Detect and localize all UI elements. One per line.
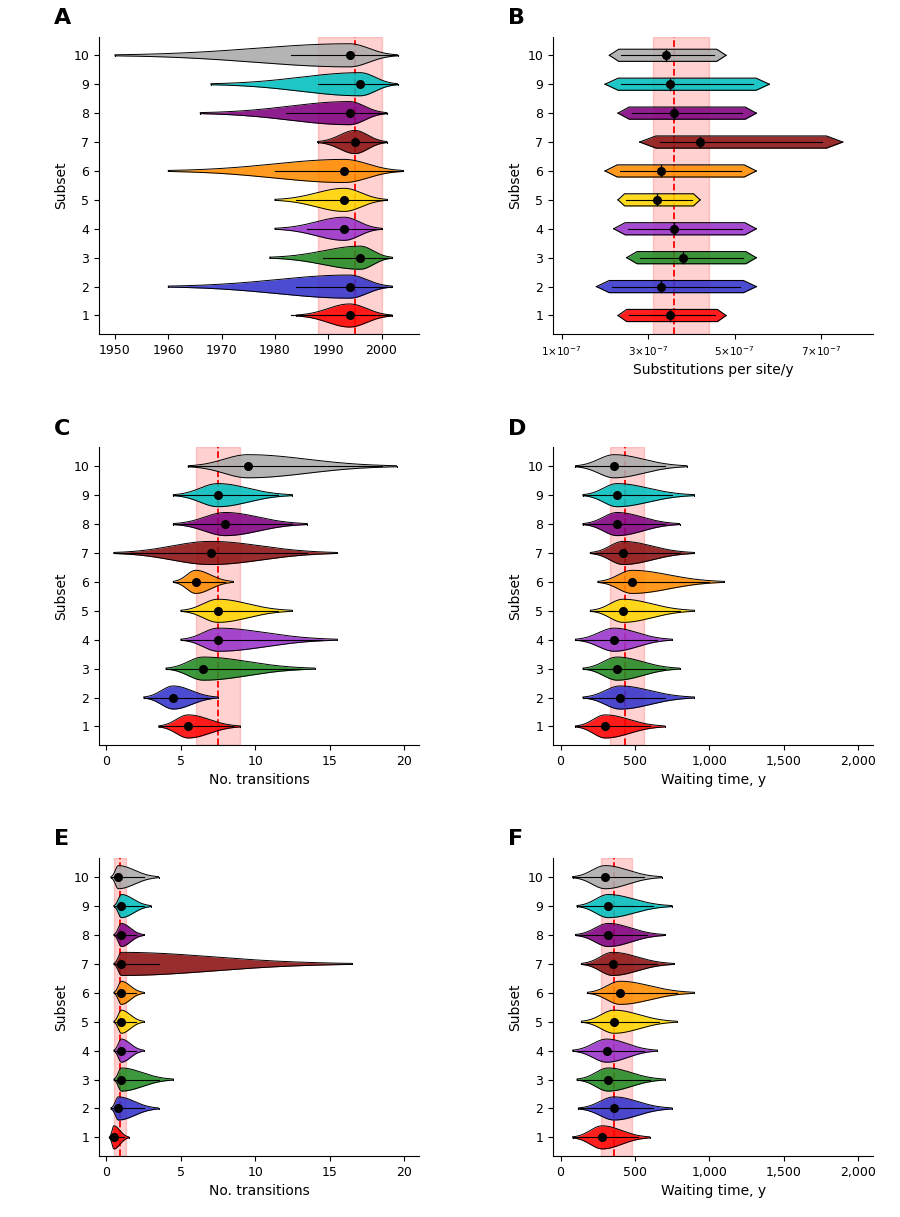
Y-axis label: Subset: Subset: [54, 162, 68, 209]
Text: C: C: [54, 419, 70, 438]
Bar: [652, 37, 709, 335]
Bar: [318, 37, 382, 335]
X-axis label: Waiting time, y: Waiting time, y: [661, 774, 766, 787]
X-axis label: No. transitions: No. transitions: [209, 774, 310, 787]
Bar: [114, 858, 126, 1156]
Text: F: F: [508, 830, 524, 849]
Text: B: B: [508, 7, 526, 28]
Bar: [195, 448, 240, 745]
Y-axis label: Subset: Subset: [54, 983, 68, 1031]
X-axis label: No. transitions: No. transitions: [209, 1184, 310, 1199]
Y-axis label: Subset: Subset: [508, 983, 522, 1031]
Text: E: E: [54, 830, 69, 849]
Bar: [601, 858, 632, 1156]
Bar: [609, 448, 644, 745]
Y-axis label: Subset: Subset: [54, 572, 68, 621]
Text: D: D: [508, 419, 526, 438]
Text: A: A: [54, 7, 71, 28]
X-axis label: Waiting time, y: Waiting time, y: [661, 1184, 766, 1199]
Y-axis label: Subset: Subset: [508, 162, 522, 209]
X-axis label: Substitutions per site/y: Substitutions per site/y: [633, 364, 794, 377]
Y-axis label: Subset: Subset: [508, 572, 522, 621]
